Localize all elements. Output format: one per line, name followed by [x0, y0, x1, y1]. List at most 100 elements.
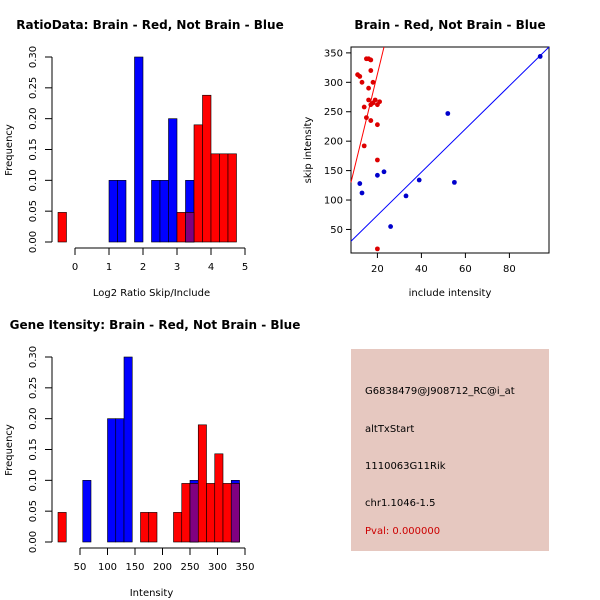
- ratio-bar-red: [176, 212, 186, 243]
- intensity-bar-red: [181, 483, 191, 543]
- ratio-ytick-label: 0.20: [28, 108, 39, 130]
- ratio-xtick-label: 2: [140, 262, 146, 273]
- ratio-ytick-label: 0.10: [28, 169, 39, 191]
- scatter-ytick-label: 150: [324, 166, 343, 177]
- ratio-bar-blue: [117, 180, 127, 243]
- scatter-fit-line-blue: [350, 46, 550, 242]
- scatter-point-brain: [364, 115, 369, 121]
- intensity-bar-red: [206, 483, 216, 543]
- scatter-point-brain: [368, 118, 374, 123]
- ratio-xtick-label: 1: [106, 262, 112, 273]
- scatter-point-brain: [368, 68, 374, 73]
- intensity-bar-red: [214, 453, 224, 543]
- ratio-ytick-label: 0.30: [28, 46, 39, 68]
- ratio-xtick-label: 3: [174, 262, 180, 273]
- scatter-point-not-brain: [388, 224, 393, 229]
- intensity-bar-overlap: [189, 483, 199, 543]
- scatter-point-not-brain: [537, 54, 543, 59]
- scatter-point-brain: [372, 97, 378, 103]
- scatter-title: Brain - Red, Not Brain - Blue: [354, 18, 545, 32]
- intensity-xtick-label: 350: [235, 562, 254, 573]
- ratio-ytick-label: 0.25: [28, 77, 39, 99]
- ratio-bar-red: [202, 94, 212, 243]
- scatter-ytick-label: 250: [324, 107, 343, 118]
- intensity-xlabel: Intensity: [130, 588, 174, 599]
- scatter-ytick-label: 350: [324, 48, 343, 59]
- gene-symbol-text: 1110063G11Rik: [365, 461, 446, 472]
- scatter-point-brain: [361, 104, 367, 110]
- event-type-text: altTxStart: [365, 424, 415, 435]
- scatter-point-brain: [375, 122, 380, 128]
- ratio-bar-red: [219, 153, 229, 243]
- probe-id-text: G6838479@J908712_RC@i_at: [365, 386, 515, 397]
- scatter-point-not-brain: [403, 193, 409, 199]
- intensity-ytick-label: 0.10: [28, 469, 39, 491]
- intensity-bar-red: [140, 512, 150, 543]
- scatter-point-brain: [359, 79, 365, 85]
- scatter-point-brain: [368, 57, 374, 63]
- scatter-xtick-label: 40: [415, 264, 428, 275]
- scatter-ylabel: skip intensity: [303, 117, 314, 184]
- scatter-point-brain: [357, 74, 363, 79]
- ratio-bar-blue: [108, 180, 118, 243]
- scatter-ytick-label: 100: [324, 196, 343, 207]
- intensity-bar-blue: [82, 480, 92, 543]
- ratio-xtick-label: 5: [242, 262, 248, 273]
- intensity-bar-overlap: [230, 483, 240, 543]
- location-text: chr1.1046-1.5: [365, 498, 436, 509]
- scatter-fit-line-red: [350, 46, 385, 183]
- intensity-bar-red: [197, 424, 207, 543]
- intensity-title: Gene Itensity: Brain - Red, Not Brain - …: [10, 318, 301, 332]
- scatter-point-brain: [366, 97, 371, 103]
- ratio-ytick-label: 0.00: [28, 231, 39, 253]
- scatter-point-not-brain: [445, 111, 451, 116]
- ratio-bar-red: [227, 153, 237, 243]
- ratio-xtick-label: 4: [208, 262, 214, 273]
- intensity-bar-blue: [115, 418, 125, 543]
- scatter-point-not-brain: [416, 177, 422, 183]
- scatter-point-brain: [375, 157, 380, 163]
- intensity-ytick-label: 0.00: [28, 531, 39, 553]
- intensity-ytick-label: 0.05: [28, 500, 39, 522]
- scatter-point-not-brain: [357, 181, 363, 186]
- ratio-bar-blue: [168, 118, 178, 243]
- scatter-plot-frame: [350, 46, 550, 254]
- scatter-point-brain: [377, 99, 382, 105]
- scatter-point-brain: [375, 246, 380, 252]
- pval-text: Pval: 0.000000: [365, 526, 441, 537]
- ratio-xtick-label: 0: [72, 262, 78, 273]
- ratio-bar-overlap: [185, 212, 195, 243]
- scatter-point-brain: [361, 143, 367, 149]
- scatter-point-not-brain: [359, 190, 365, 196]
- scatter-xtick-label: 20: [371, 264, 384, 275]
- scatter-ytick-label: 300: [324, 78, 343, 89]
- intensity-xtick-label: 150: [125, 562, 144, 573]
- scatter-ytick-label: 50: [330, 225, 343, 236]
- intensity-xtick-label: 250: [180, 562, 199, 573]
- intensity-xtick-label: 200: [153, 562, 172, 573]
- scatter-xlabel: include intensity: [409, 288, 492, 299]
- ratio-bar-red: [210, 153, 220, 243]
- scatter-point-brain: [366, 85, 371, 91]
- gene-info-panel: G6838479@J908712_RC@i_at altTxStart 1110…: [351, 349, 549, 551]
- scatter-xtick-label: 80: [503, 264, 516, 275]
- ratio-xlabel: Log2 Ratio Skip/Include: [93, 288, 210, 299]
- scatter-ytick-label: 200: [324, 137, 343, 148]
- intensity-bar-red: [148, 512, 158, 543]
- scatter-point-not-brain: [375, 172, 380, 178]
- intensity-xtick-label: 300: [208, 562, 227, 573]
- ratio-ytick-label: 0.15: [28, 138, 39, 160]
- intensity-bar-blue: [123, 356, 133, 543]
- intensity-bar-red: [173, 512, 183, 543]
- scatter-point-brain: [370, 79, 376, 85]
- ratio-bar-blue: [159, 180, 169, 243]
- ratio-ylabel: Frequency: [4, 124, 15, 176]
- ratio-title: RatioData: Brain - Red, Not Brain - Blue: [16, 18, 283, 32]
- ratio-bar-red: [193, 124, 203, 243]
- intensity-xtick-label: 50: [74, 562, 87, 573]
- ratio-bar-blue: [151, 180, 161, 243]
- ratio-ytick-label: 0.05: [28, 200, 39, 222]
- intensity-ytick-label: 0.20: [28, 408, 39, 430]
- intensity-xtick-label: 100: [98, 562, 117, 573]
